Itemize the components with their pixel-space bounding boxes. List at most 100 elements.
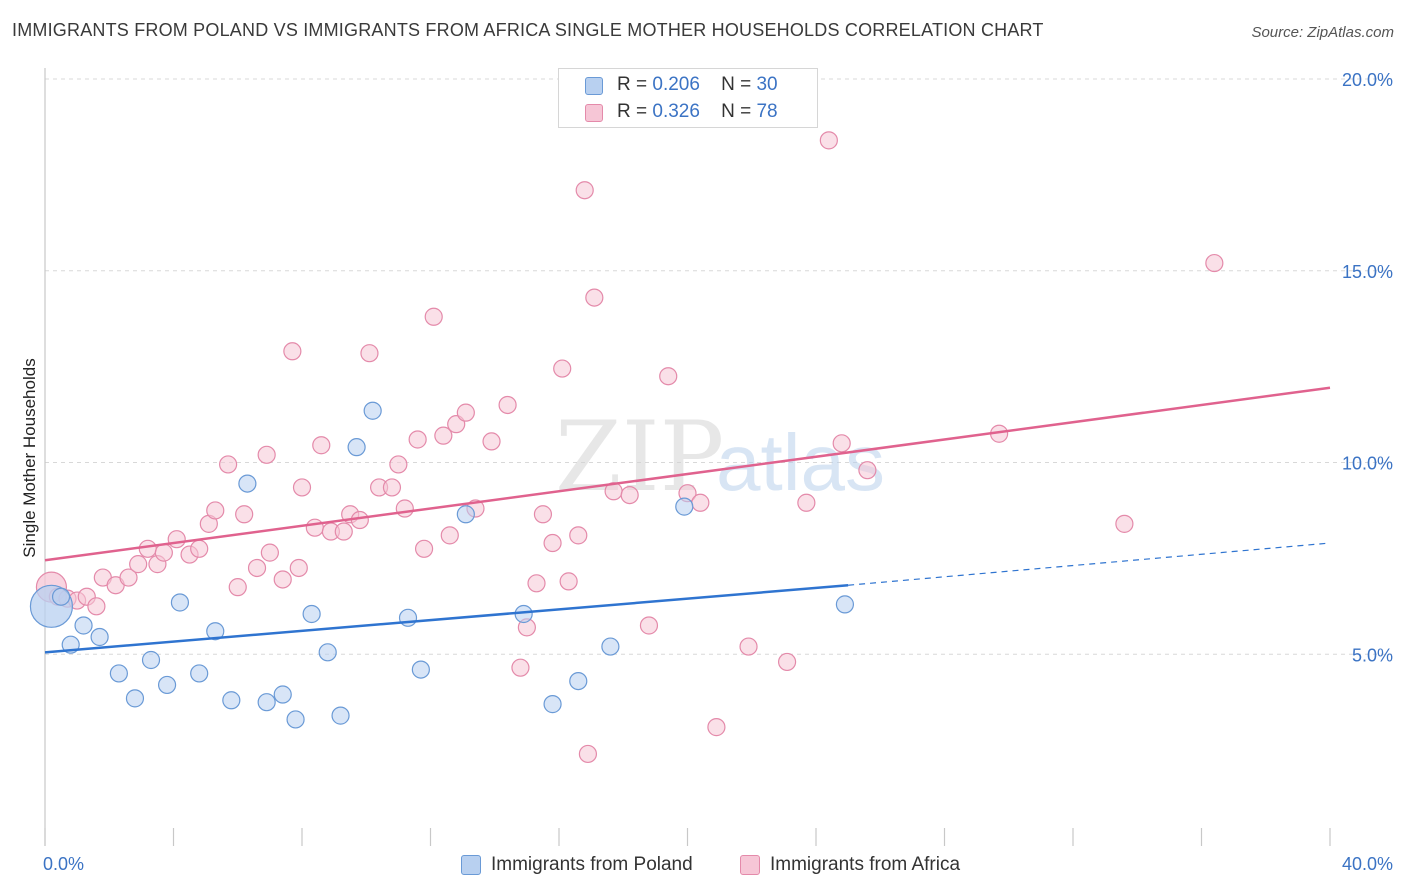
legend-label-africa: Immigrants from Africa xyxy=(770,854,961,875)
correlation-legend: R = 0.206 N = 30 R = 0.326 N = 78 xyxy=(558,68,818,128)
poland-point xyxy=(157,675,177,695)
africa-point xyxy=(511,658,530,677)
africa-point xyxy=(219,455,238,474)
africa-point xyxy=(389,455,408,474)
africa-point xyxy=(498,395,517,415)
trend-lines xyxy=(44,386,1331,654)
legend-label-poland: Immigrants from Poland xyxy=(491,854,693,875)
poland-point xyxy=(601,637,620,656)
africa-point xyxy=(1205,253,1224,273)
poland-point xyxy=(170,593,190,612)
africa-point xyxy=(408,430,427,449)
africa-point xyxy=(639,616,659,635)
africa-point xyxy=(659,367,678,386)
legend-item-poland[interactable]: Immigrants from Poland xyxy=(461,852,693,878)
y-tick-label: 20.0% xyxy=(1342,70,1393,90)
poland-swatch xyxy=(585,77,603,95)
africa-point xyxy=(553,359,572,378)
poland-point xyxy=(190,664,209,683)
africa-point xyxy=(691,493,710,512)
poland-point xyxy=(302,604,321,624)
poland-point xyxy=(238,474,257,493)
poland-trend-line xyxy=(44,583,849,654)
africa-swatch xyxy=(740,855,760,875)
x-tick-label: 40.0% xyxy=(1342,854,1393,874)
africa-trend-line xyxy=(44,386,1331,562)
africa-point xyxy=(797,493,816,512)
africa-point xyxy=(482,432,501,451)
poland-point xyxy=(125,689,145,708)
chart-title: IMMIGRANTS FROM POLAND VS IMMIGRANTS FRO… xyxy=(12,20,1044,40)
africa-point xyxy=(739,637,758,656)
n-label: N = xyxy=(721,74,752,95)
africa-point xyxy=(382,478,402,497)
poland-point xyxy=(206,622,225,641)
poland-point xyxy=(569,671,588,691)
watermark: ZIP atlas xyxy=(555,401,885,513)
n-value-africa: 78 xyxy=(756,101,778,122)
poland-point xyxy=(543,695,562,714)
africa-point xyxy=(87,597,106,616)
y-tick-label: 10.0% xyxy=(1342,454,1393,474)
r-label: R = xyxy=(617,101,648,122)
poland-point xyxy=(141,650,161,670)
legend-item-africa[interactable]: Immigrants from Africa xyxy=(740,852,960,878)
africa-point xyxy=(585,288,604,307)
africa-point xyxy=(190,539,209,558)
poland-point xyxy=(411,660,430,679)
grid xyxy=(45,78,1392,655)
africa-point xyxy=(305,518,324,537)
africa-point xyxy=(228,578,247,597)
africa-point xyxy=(154,543,173,562)
africa-point xyxy=(424,307,443,326)
poland-point xyxy=(273,685,292,704)
africa-point xyxy=(434,426,453,445)
africa-point xyxy=(247,558,267,578)
y-tick-label: 5.0% xyxy=(1352,645,1393,665)
africa-point xyxy=(334,522,353,541)
africa-point xyxy=(543,533,562,553)
y-tick-label: 15.0% xyxy=(1342,262,1393,282)
watermark-atlas: atlas xyxy=(716,418,885,507)
r-label: R = xyxy=(617,74,648,95)
africa-point xyxy=(360,344,379,363)
africa-point xyxy=(260,543,279,562)
poland-point xyxy=(286,710,305,729)
africa-point xyxy=(559,572,578,591)
poland-point xyxy=(257,693,276,712)
africa-point xyxy=(283,342,302,361)
poland-point xyxy=(51,587,71,606)
africa-point xyxy=(819,131,838,150)
n-value-poland: 30 xyxy=(756,74,778,95)
r-value-poland: 0.206 xyxy=(652,74,700,95)
africa-point xyxy=(858,461,877,480)
africa-point xyxy=(289,558,308,578)
series-legend: Immigrants from Poland Immigrants from A… xyxy=(0,852,1406,878)
africa-point xyxy=(292,478,312,497)
y-axis-label: Single Mother Households xyxy=(20,358,39,557)
africa-point xyxy=(206,501,225,520)
africa-point xyxy=(533,505,553,524)
africa-point xyxy=(119,568,138,587)
africa-point xyxy=(777,652,797,672)
poland-point xyxy=(363,401,382,420)
africa-point xyxy=(620,485,639,505)
poland-point xyxy=(109,664,128,683)
africa-point xyxy=(569,526,588,545)
africa-point xyxy=(707,718,726,737)
poland-point xyxy=(675,497,694,516)
source-label: Source: ZipAtlas.com xyxy=(1251,24,1394,41)
africa-point xyxy=(235,505,254,524)
africa-point xyxy=(578,744,598,764)
africa-point xyxy=(129,555,148,574)
r-value-africa: 0.326 xyxy=(652,101,700,122)
africa-point xyxy=(456,403,475,422)
africa-point xyxy=(440,526,459,545)
africa-point xyxy=(138,539,157,558)
poland-point xyxy=(331,706,350,725)
africa-point xyxy=(527,574,546,593)
africa-point xyxy=(1115,514,1134,533)
africa-point xyxy=(395,499,414,518)
africa-point xyxy=(414,539,434,558)
